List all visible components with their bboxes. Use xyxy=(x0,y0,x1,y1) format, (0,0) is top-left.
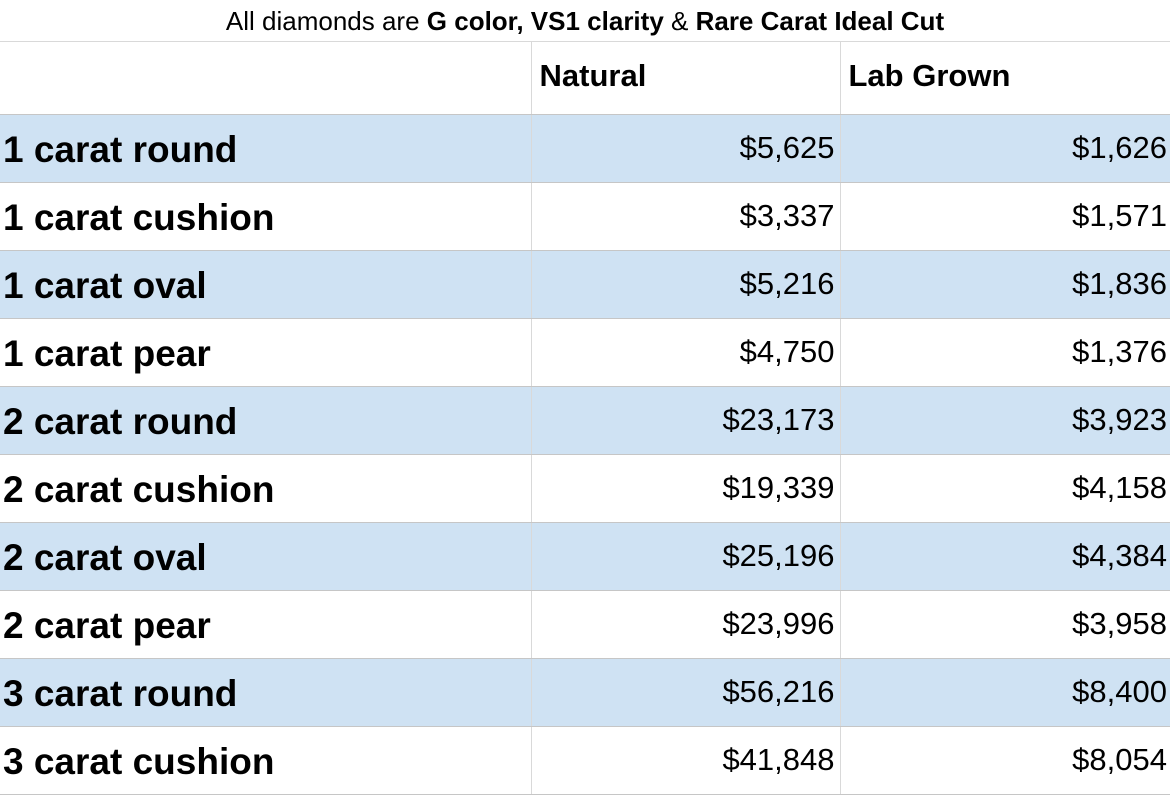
lab-grown-price-cell[interactable]: $3,958 xyxy=(839,590,1170,659)
table-row: 2 carat cushion $19,339 $4,158 xyxy=(0,454,1170,523)
caption-prefix: All diamonds are xyxy=(225,6,427,36)
row-label-cell[interactable]: 1 carat oval xyxy=(0,250,531,319)
caption-color-clarity: G color, VS1 clarity xyxy=(426,6,664,36)
row-label-cell[interactable]: 1 carat pear xyxy=(0,318,531,387)
table-row: 2 carat oval $25,196 $4,384 xyxy=(0,522,1170,591)
row-label-cell[interactable]: 2 carat round xyxy=(0,386,531,455)
natural-price-cell[interactable]: $23,173 xyxy=(530,386,840,455)
lab-grown-price-cell[interactable]: $4,384 xyxy=(839,522,1170,591)
row-label-cell[interactable]: 1 carat round xyxy=(0,114,531,183)
row-label-cell[interactable]: 3 carat round xyxy=(0,658,531,727)
natural-price-cell[interactable]: $25,196 xyxy=(530,522,840,591)
lab-grown-price-cell[interactable]: $4,158 xyxy=(839,454,1170,523)
table-row: 3 carat cushion $41,848 $8,054 xyxy=(0,726,1170,795)
natural-price-cell[interactable]: $56,216 xyxy=(530,658,840,727)
table-row: 1 carat cushion $3,337 $1,571 xyxy=(0,182,1170,251)
natural-price-cell[interactable]: $19,339 xyxy=(530,454,840,523)
table-row: 2 carat round $23,173 $3,923 xyxy=(0,386,1170,455)
row-label-cell[interactable]: 1 carat cushion xyxy=(0,182,531,251)
table-header-row: Natural Lab Grown xyxy=(0,42,1170,115)
header-cell-blank[interactable] xyxy=(0,42,531,115)
table-row: 2 carat pear $23,996 $3,958 xyxy=(0,590,1170,659)
caption-connector: & xyxy=(663,6,696,36)
natural-price-cell[interactable]: $4,750 xyxy=(530,318,840,387)
table-row: 1 carat oval $5,216 $1,836 xyxy=(0,250,1170,319)
lab-grown-price-cell[interactable]: $1,571 xyxy=(839,182,1170,251)
lab-grown-price-cell[interactable]: $1,376 xyxy=(839,318,1170,387)
table-caption: All diamonds are G color, VS1 clarity & … xyxy=(0,0,1170,42)
row-label-cell[interactable]: 2 carat cushion xyxy=(0,454,531,523)
natural-price-cell[interactable]: $5,625 xyxy=(530,114,840,183)
table-row: 1 carat pear $4,750 $1,376 xyxy=(0,318,1170,387)
row-label-cell[interactable]: 2 carat pear xyxy=(0,590,531,659)
natural-price-cell[interactable]: $5,216 xyxy=(530,250,840,319)
lab-grown-price-cell[interactable]: $8,400 xyxy=(839,658,1170,727)
header-cell-lab-grown[interactable]: Lab Grown xyxy=(839,42,1170,115)
table-row: 1 carat round $5,625 $1,626 xyxy=(0,114,1170,183)
table-row: 3 carat round $56,216 $8,400 xyxy=(0,658,1170,727)
row-label-cell[interactable]: 3 carat cushion xyxy=(0,726,531,795)
natural-price-cell[interactable]: $41,848 xyxy=(530,726,840,795)
header-cell-natural[interactable]: Natural xyxy=(530,42,840,115)
caption-cut: Rare Carat Ideal Cut xyxy=(695,6,945,36)
lab-grown-price-cell[interactable]: $1,626 xyxy=(839,114,1170,183)
lab-grown-price-cell[interactable]: $8,054 xyxy=(839,726,1170,795)
lab-grown-price-cell[interactable]: $1,836 xyxy=(839,250,1170,319)
natural-price-cell[interactable]: $23,996 xyxy=(530,590,840,659)
natural-price-cell[interactable]: $3,337 xyxy=(530,182,840,251)
lab-grown-price-cell[interactable]: $3,923 xyxy=(839,386,1170,455)
diamond-price-table: Natural Lab Grown 1 carat round $5,625 $1,… xyxy=(0,42,1170,795)
row-label-cell[interactable]: 2 carat oval xyxy=(0,522,531,591)
